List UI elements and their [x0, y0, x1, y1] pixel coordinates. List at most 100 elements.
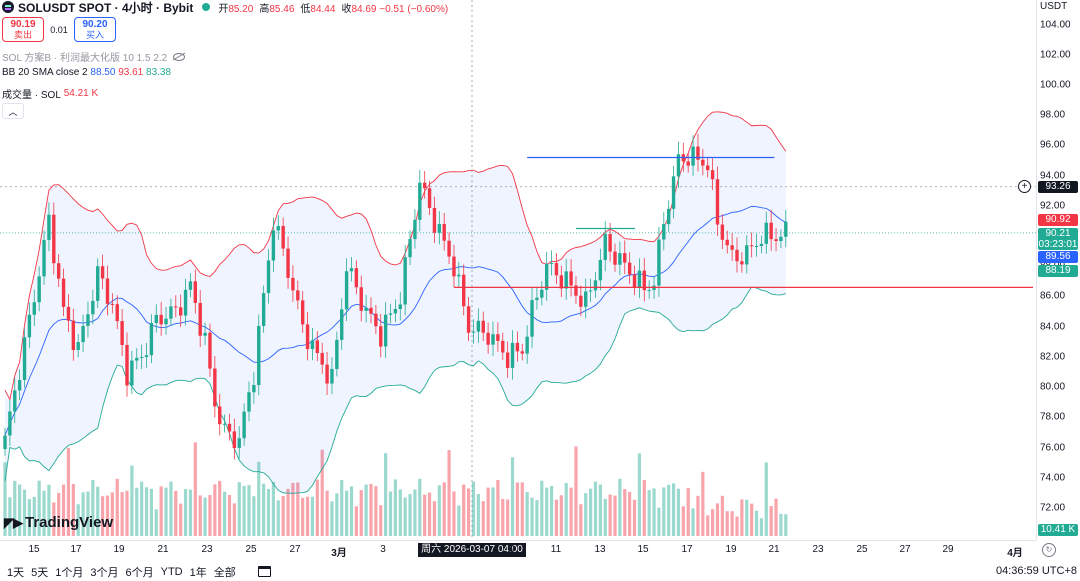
volume-bar	[61, 484, 66, 536]
volume-bar	[291, 482, 295, 536]
candle-body	[66, 306, 71, 321]
candle-body	[613, 251, 617, 265]
volume-bar	[330, 501, 334, 536]
sell-button[interactable]: 90.19 卖出	[2, 17, 44, 42]
volume-bar	[271, 481, 275, 536]
symbol-title[interactable]: SOLUSDT SPOT · 4小时 · Bybit	[18, 0, 194, 15]
volume-bar	[486, 487, 490, 536]
candle-body	[86, 314, 90, 326]
range-button[interactable]: 全部	[213, 566, 236, 579]
range-button[interactable]: 1个月	[55, 566, 84, 579]
volume-bar	[740, 499, 744, 536]
time-tick: 21	[157, 544, 169, 555]
bb-label: BB 20 SMA close 2	[2, 67, 88, 78]
candle-body	[198, 302, 202, 336]
range-button[interactable]: 1年	[189, 566, 207, 579]
candle-body	[359, 287, 363, 311]
candle-body	[540, 289, 544, 298]
range-button[interactable]: 6个月	[125, 566, 154, 579]
strategy-legend[interactable]: SOL 方案B · 利润最大化版 10 1.5 2.2	[2, 49, 186, 64]
add-alert-plus-icon[interactable]: +	[1018, 180, 1031, 193]
volume-bar	[613, 495, 617, 536]
price-tick: 100.00	[1040, 79, 1071, 91]
volume-bar	[686, 488, 690, 536]
volume-bar	[501, 498, 505, 536]
volume-bar	[403, 497, 407, 536]
volume-bar	[286, 488, 290, 536]
volume-bar	[193, 442, 197, 536]
range-button[interactable]: 1天	[7, 566, 25, 579]
bollinger-legend[interactable]: BB 20 SMA close 2 88.50 93.61 83.38	[2, 67, 171, 78]
candle-body	[642, 270, 646, 291]
range-button[interactable]: YTD	[160, 565, 183, 578]
candle-body	[149, 323, 154, 356]
candle-body	[276, 226, 280, 231]
collapse-legend-button[interactable]: ︿	[2, 103, 24, 119]
volume-bar	[96, 486, 100, 536]
hidden-eye-icon[interactable]	[173, 52, 186, 61]
volume-bar	[71, 483, 75, 536]
clock[interactable]: 04:36:59 UTC+8	[995, 565, 1077, 577]
candles	[3, 133, 788, 460]
candle-body	[603, 234, 607, 260]
volume-bar	[652, 488, 656, 536]
volume-bar	[750, 503, 754, 536]
candle-body	[383, 314, 388, 347]
chart-grid	[0, 0, 1036, 540]
candle-body	[105, 278, 110, 304]
volume-bar	[564, 482, 568, 536]
candle-body	[159, 314, 163, 325]
candle-body	[349, 268, 354, 272]
candle-body	[481, 320, 485, 333]
volume-bar	[662, 487, 666, 536]
volume-bar	[408, 493, 412, 536]
volume-bar	[52, 502, 56, 536]
volume-bar	[413, 489, 417, 536]
volume-bar	[91, 480, 95, 536]
price-tick: 94.00	[1040, 170, 1066, 182]
candle-body	[193, 281, 198, 303]
candle-body	[32, 302, 36, 315]
volume-bar	[32, 496, 36, 536]
candle-body	[715, 179, 720, 225]
candle-body	[286, 248, 290, 278]
volume-bar	[42, 490, 46, 536]
candle-body	[403, 257, 407, 305]
buy-button[interactable]: 90.20 买入	[74, 17, 116, 42]
candle-body	[115, 304, 119, 322]
candle-body	[432, 207, 437, 233]
volume-bar	[711, 509, 715, 536]
volume-bar	[47, 484, 51, 536]
candle-body	[61, 278, 66, 307]
volume-bar	[120, 492, 124, 536]
volume-bar	[759, 518, 763, 536]
candle-body	[462, 274, 466, 307]
volume-bar	[213, 484, 217, 536]
time-tick: 25	[856, 544, 868, 555]
volume-bar	[320, 449, 324, 536]
volume-bar	[374, 486, 378, 536]
candle-body	[325, 364, 329, 384]
range-button[interactable]: 3个月	[90, 566, 119, 579]
range-button[interactable]: 5天	[31, 566, 49, 579]
calendar-icon[interactable]	[257, 566, 271, 577]
volume-bar	[735, 516, 739, 536]
volume-bar	[3, 462, 7, 536]
volume-bar	[632, 499, 637, 536]
candle-body	[47, 214, 51, 240]
price-chart[interactable]	[0, 0, 1036, 540]
candle-body	[710, 170, 715, 180]
scroll-to-realtime-icon[interactable]: ↻	[1042, 543, 1056, 557]
candle-body	[535, 297, 539, 301]
candle-body	[598, 259, 603, 281]
candle-body	[227, 423, 232, 432]
time-axis[interactable]: 周六 2026-03-07 04:00 15 17 19 21 23 25 27 3月 3 9 11…	[0, 540, 1036, 559]
candle-body	[593, 280, 598, 291]
candle-body	[208, 332, 212, 369]
volume-bar	[530, 497, 534, 536]
trade-buttons: 90.19 卖出 0.01 90.20 买入	[2, 17, 116, 42]
candle-body	[335, 339, 339, 369]
volume-legend[interactable]: 成交量 · SOL 54.21 K	[2, 86, 98, 101]
volume-bar	[247, 485, 251, 536]
candle-body	[696, 146, 700, 160]
